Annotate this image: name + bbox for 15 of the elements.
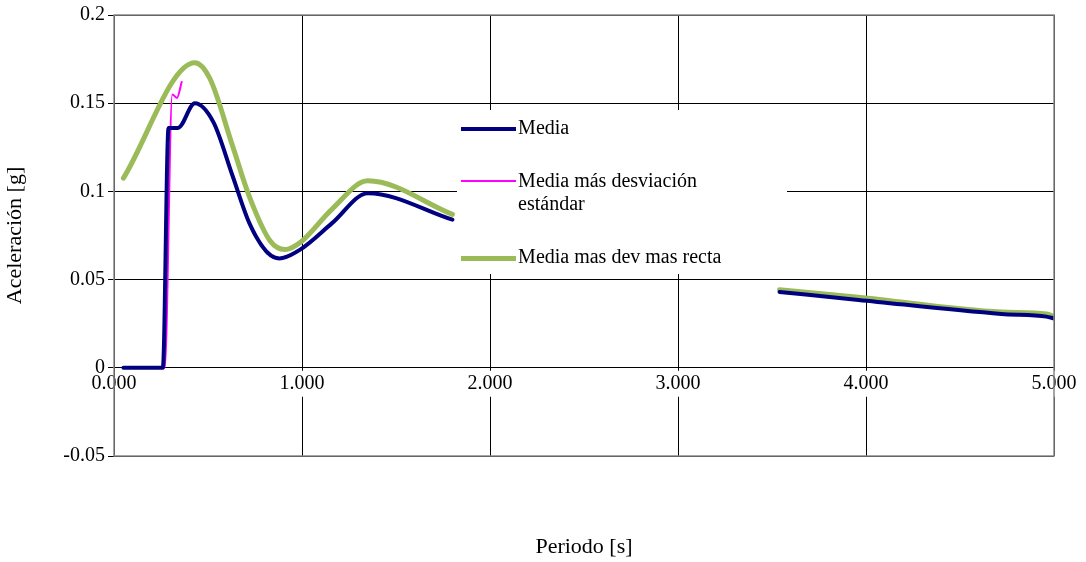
legend-label: Media más desviación estándar: [518, 169, 698, 215]
x-tick-label: 5.000: [1031, 371, 1077, 394]
legend-label: Media mas dev mas recta: [518, 245, 723, 268]
x-tick-label: 1.000: [279, 371, 325, 394]
x-tick-label: 4.000: [843, 371, 889, 394]
legend-label: Media: [518, 116, 571, 139]
y-tick-label: 0.1: [80, 178, 105, 201]
y-tick-label: 0.2: [80, 2, 105, 25]
y-axis-title: Aceleración [g]: [0, 166, 26, 305]
x-tick-label: 3.000: [655, 371, 701, 394]
x-axis-title: Periodo [s]: [535, 532, 633, 558]
x-tick-label: 2.000: [467, 371, 513, 394]
y-tick-label: 0.15: [70, 90, 105, 113]
y-tick-label: -0.05: [63, 443, 105, 466]
y-tick-label: 0.05: [70, 266, 105, 289]
